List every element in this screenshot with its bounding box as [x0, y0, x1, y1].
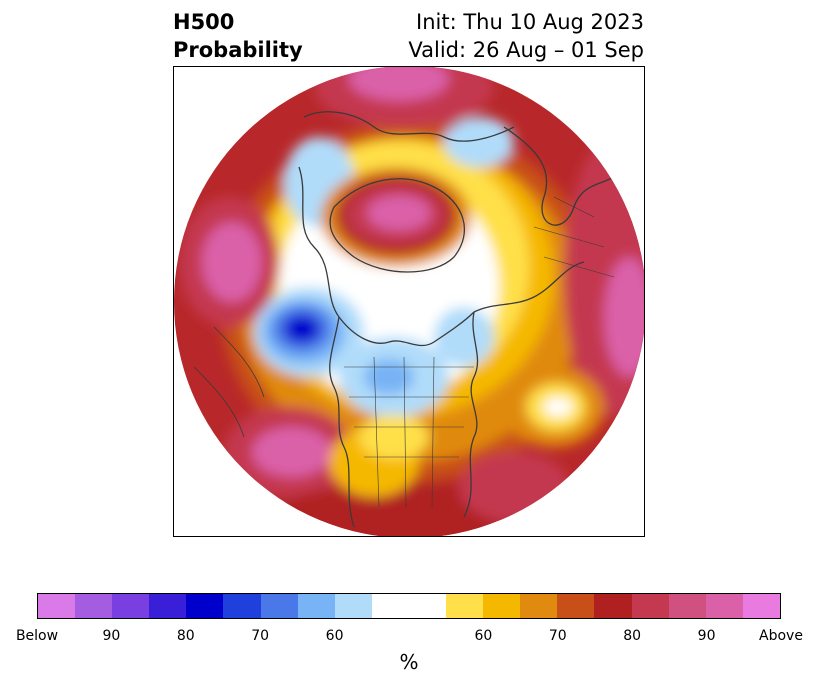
colorbar-swatch: [223, 594, 261, 618]
map-panel: [173, 66, 645, 537]
colorbar-swatch: [297, 594, 335, 618]
colorbar-swatch: [557, 594, 595, 618]
colorbar-swatch: [371, 594, 409, 618]
colorbar-tick-label: Below: [15, 628, 59, 644]
probability-map: [174, 67, 644, 536]
map-title-right: Init: Thu 10 Aug 2023 Valid: 26 Aug – 01…: [408, 8, 644, 64]
colorbar-swatch: [186, 594, 224, 618]
colorbar-swatch: [742, 594, 780, 618]
colorbar-swatch: [260, 594, 298, 618]
valid-range: Valid: 26 Aug – 01 Sep: [408, 38, 644, 62]
colorbar-tick-label: 80: [623, 628, 642, 644]
init-date: Init: Thu 10 Aug 2023: [416, 10, 644, 34]
colorbar-swatch: [520, 594, 558, 618]
colorbar-tick-label: 60: [325, 628, 344, 644]
colorbar-swatch: [705, 594, 743, 618]
product-label: Probability: [173, 38, 303, 62]
probability-field: [174, 67, 644, 536]
colorbar-tick-label: 80: [176, 628, 195, 644]
colorbar-tick-label: 70: [251, 628, 270, 644]
colorbar-tick-label: 60: [474, 628, 493, 644]
colorbar-swatch: [112, 594, 150, 618]
variable-label: H500: [173, 10, 235, 34]
colorbar-tick-label: Above: [759, 628, 803, 644]
colorbar-swatch: [334, 594, 372, 618]
colorbar-swatch: [75, 594, 113, 618]
colorbar-swatch: [668, 594, 706, 618]
colorbar-swatch: [594, 594, 632, 618]
colorbar-unit-label: %: [399, 650, 419, 674]
colorbar: [37, 593, 781, 619]
colorbar-tick-label: 90: [697, 628, 716, 644]
map-title-left: H500 Probability: [173, 8, 303, 64]
colorbar-tick-label: 90: [102, 628, 121, 644]
colorbar-swatch: [483, 594, 521, 618]
colorbar-swatch: [631, 594, 669, 618]
colorbar-tick-label: 70: [548, 628, 567, 644]
colorbar-swatch: [149, 594, 187, 618]
colorbar-swatch: [408, 594, 447, 618]
colorbar-swatch: [446, 594, 484, 618]
coastlines: [193, 71, 644, 528]
colorbar-swatch: [38, 594, 76, 618]
